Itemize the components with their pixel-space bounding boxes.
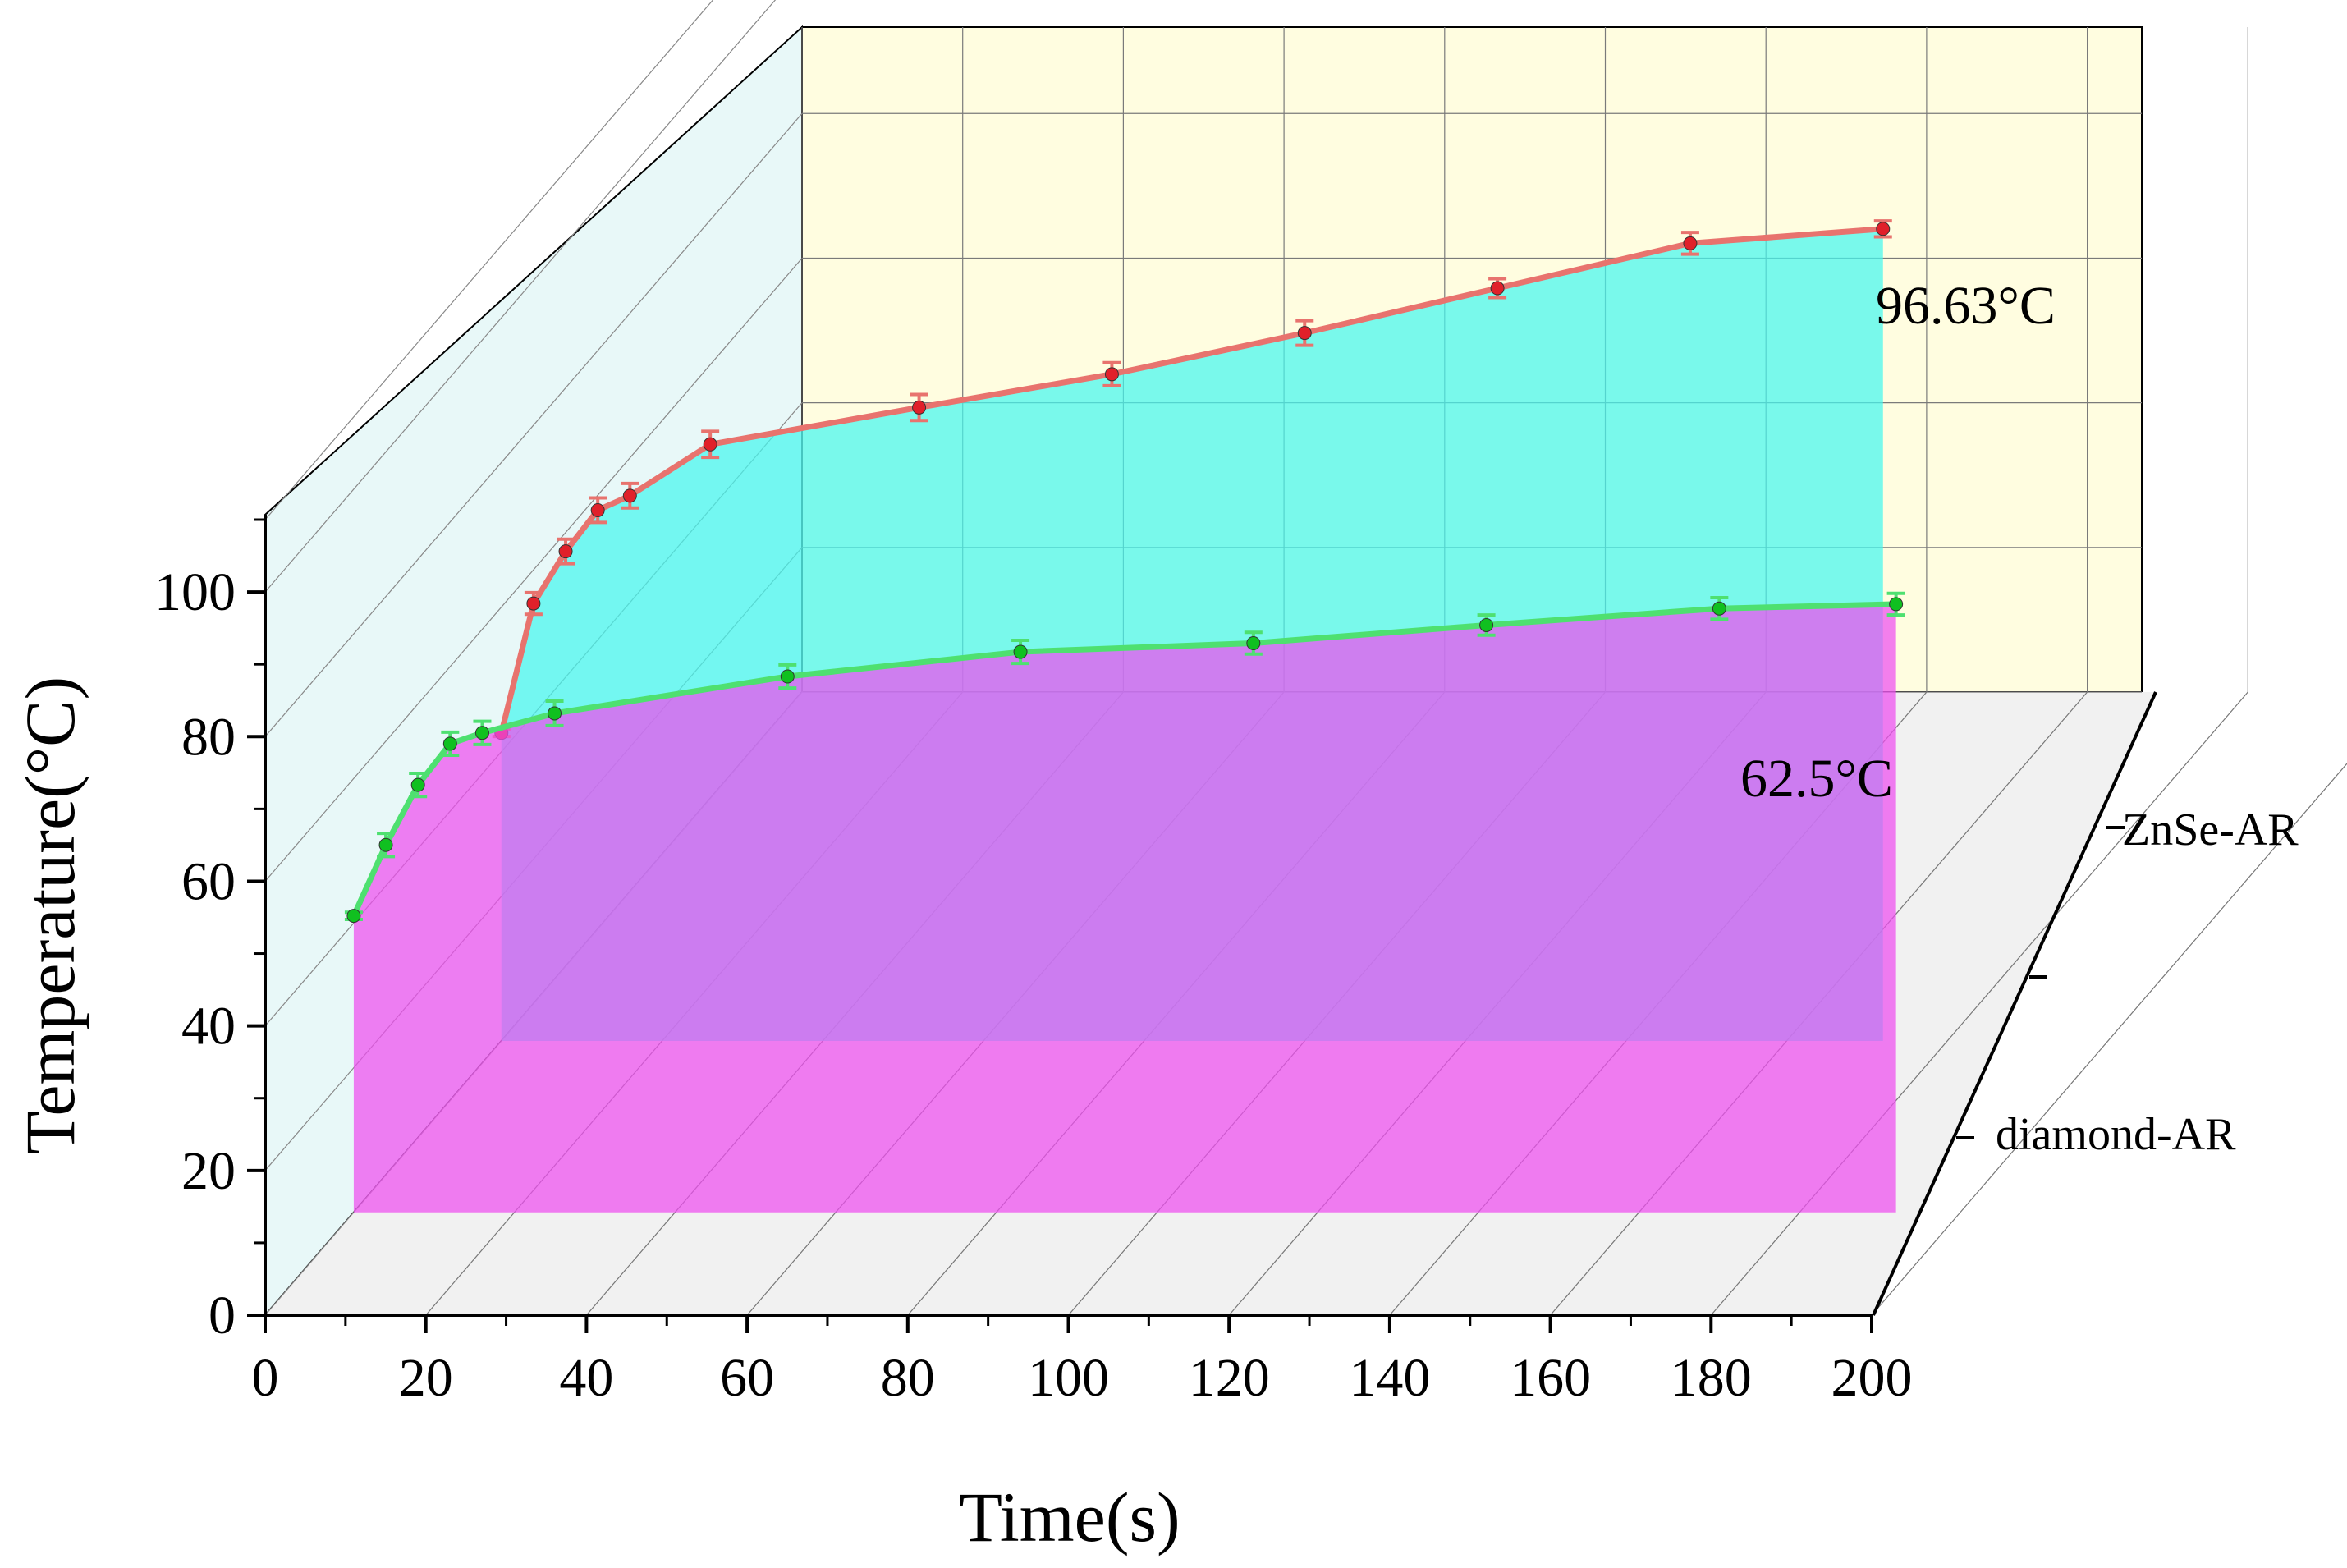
x-tick-label: 80 — [881, 1348, 935, 1408]
x-tick-label: 160 — [1510, 1348, 1591, 1408]
data-point — [622, 488, 637, 503]
data-point — [548, 706, 562, 721]
series-area-diamond-AR — [353, 603, 1896, 1213]
x-tick-label: 140 — [1349, 1348, 1430, 1408]
data-point — [1246, 635, 1261, 650]
data-point — [346, 909, 361, 924]
data-point — [1683, 236, 1698, 250]
y-tick-label: 80 — [181, 707, 236, 767]
data-point — [1876, 222, 1891, 236]
data-point — [526, 596, 541, 611]
data-point — [1013, 644, 1028, 659]
data-point — [1712, 601, 1726, 616]
side-wall-grid — [264, 0, 714, 520]
data-point — [410, 777, 425, 792]
data-point — [912, 400, 927, 415]
data-point — [558, 544, 573, 559]
y-tick-label: 0 — [209, 1286, 236, 1346]
data-point — [474, 726, 489, 740]
x-tick-label: 20 — [399, 1348, 453, 1408]
x-axis-title: Time(s) — [959, 1478, 1180, 1557]
side-wall-grid — [264, 0, 777, 593]
x-tick-label: 40 — [559, 1348, 613, 1408]
data-point — [1479, 617, 1494, 632]
x-tick-label: 60 — [720, 1348, 774, 1408]
side-wall-grid — [264, 258, 803, 882]
data-point — [780, 669, 795, 684]
x-tick-label: 0 — [252, 1348, 279, 1408]
data-point — [703, 437, 717, 452]
floor-grid — [1871, 763, 2347, 1316]
data-point — [378, 837, 393, 852]
data-point — [590, 502, 605, 517]
data-point — [1490, 281, 1505, 296]
data-point — [1297, 326, 1312, 341]
data-point — [1104, 367, 1119, 382]
znse-end-label: 96.63°C — [1876, 276, 2056, 336]
x-tick-label: 120 — [1189, 1348, 1270, 1408]
z-label-diamond: diamond-AR — [1996, 1109, 2236, 1160]
x-tick-label: 100 — [1028, 1348, 1109, 1408]
diamond-end-label: 62.5°C — [1740, 749, 1893, 809]
y-tick-label: 100 — [154, 562, 236, 622]
series-line-ZnSe-AR — [498, 226, 1884, 734]
x-tick-label: 180 — [1671, 1348, 1752, 1408]
z-label-znse: ZnSe-AR — [2122, 805, 2299, 855]
y-tick-label: 40 — [181, 997, 236, 1057]
x-tick-label: 200 — [1831, 1348, 1913, 1408]
y-axis-title: Temperature(°C) — [11, 676, 89, 1154]
y-tick-label: 60 — [181, 851, 236, 911]
y-tick-label: 20 — [181, 1141, 236, 1201]
series-layer — [344, 219, 1905, 1213]
data-point — [1889, 597, 1904, 612]
z-axis-line — [1872, 691, 2157, 1316]
axes: 0 20 40 60 80 100 120 140 160 180 200 0 20 40 60 80 100 — [154, 515, 2157, 1408]
side-wall-grid — [264, 112, 803, 737]
data-point — [442, 736, 457, 751]
